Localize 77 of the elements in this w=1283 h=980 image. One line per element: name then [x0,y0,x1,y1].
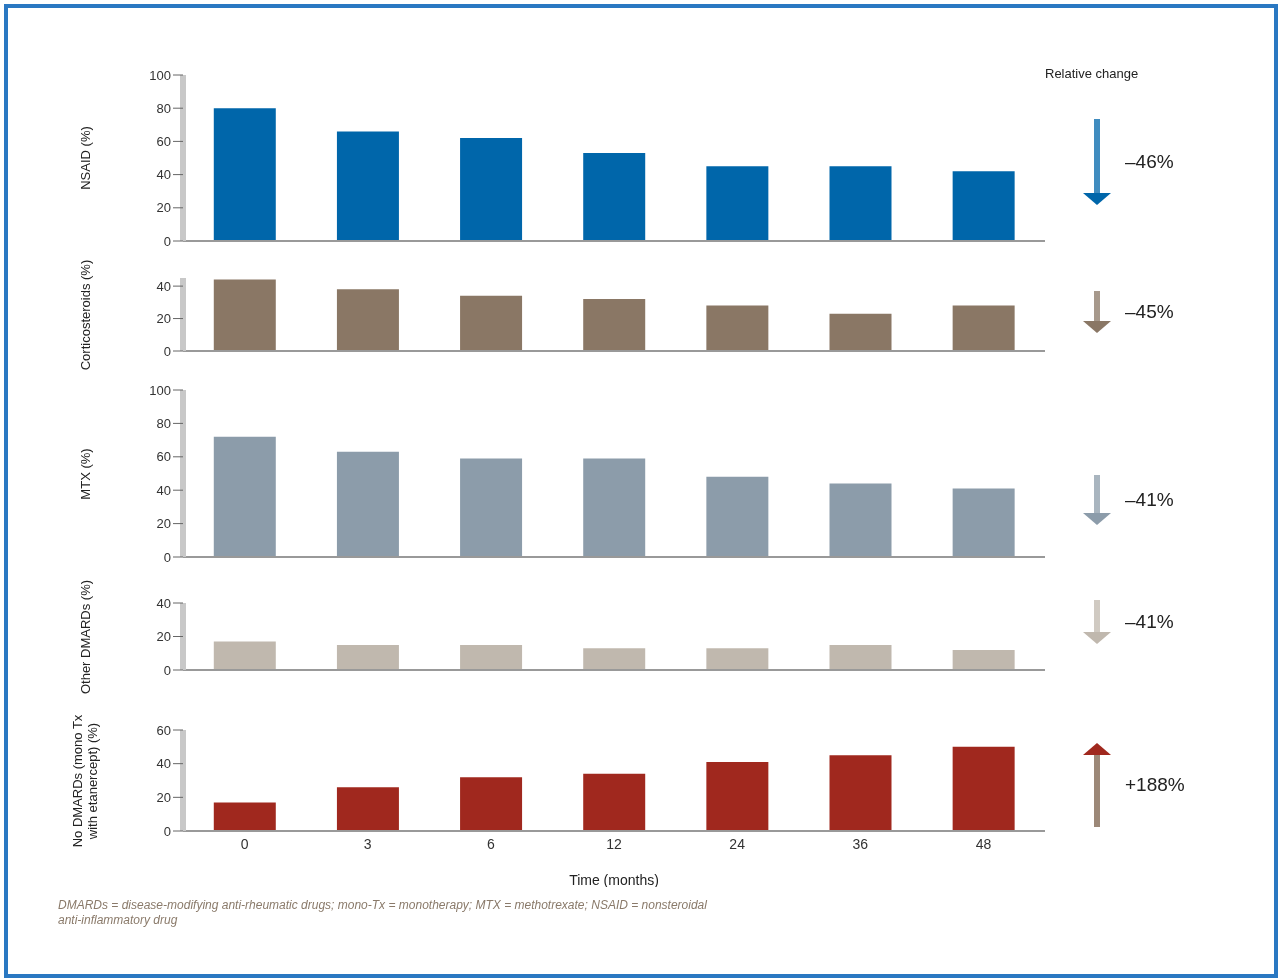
text: –41% [1125,611,1174,633]
bar [952,488,1015,557]
bar [583,299,646,351]
y-tick-label: 0 [163,823,171,839]
x-axis-title: Time (months) [569,872,659,888]
bar [952,649,1015,670]
y-tick-label: 0 [163,662,171,678]
bar [706,648,769,670]
bar [583,458,646,557]
bar [460,295,523,351]
bar [336,787,399,831]
bar [583,773,646,831]
y-tick-label: 20 [156,516,171,532]
text: +188% [1125,774,1185,796]
bar [583,153,646,241]
bar [213,279,276,351]
bar [952,171,1015,241]
bar [460,777,523,831]
y-tick-label: 20 [156,789,171,805]
y-axis-title: MTX (%) [77,447,93,500]
y-tick-label: 60 [156,134,171,150]
bar [829,755,892,831]
y-tick-label: 20 [156,629,171,645]
x-tick-label: 0 [240,835,249,852]
text: DMARDs = disease-modifying anti-rheumatic drugs; mono-Tx = monotherapy; MTX = methotrexate; NSAID = nonsteroidal anti-inflammatory drug [58,898,708,928]
bar [213,436,276,557]
bar [829,644,892,670]
bar [460,458,523,557]
y-tick-label: 20 [156,200,171,216]
bar [336,644,399,670]
bar [213,108,276,241]
x-tick-label: 36 [852,835,869,852]
bar [213,641,276,670]
bar [952,746,1015,831]
x-tick-label: 6 [486,835,495,852]
y-axis-title: No DMARDs (mono Tx with etanercept) (%) [70,713,101,847]
y-tick-label: 100 [149,67,171,83]
bar [336,451,399,557]
bar [706,476,769,557]
y-tick-label: 0 [163,343,171,359]
bar [583,648,646,670]
y-tick-label: 60 [156,722,171,738]
y-tick-label: 80 [156,416,171,432]
x-tick-label: 3 [363,835,372,852]
y-tick-label: 40 [156,756,171,772]
bar [952,305,1015,351]
y-axis-title: Other DMARDs (%) [77,579,93,694]
y-axis-title: Corticosteroids (%) [77,259,93,370]
y-tick-label: 40 [156,482,171,498]
y-tick-label: 100 [149,382,171,398]
annotation: Relative change [1045,66,1139,81]
y-tick-label: 60 [156,449,171,465]
text: –41% [1125,489,1174,511]
bar [336,289,399,351]
y-tick-label: 0 [163,549,171,565]
y-tick-label: 80 [156,100,171,116]
bar [460,644,523,670]
bar [706,166,769,241]
bar [706,305,769,351]
y-tick-label: 40 [156,278,171,294]
y-tick-label: 40 [156,167,171,183]
bar [336,131,399,241]
bar [213,802,276,831]
bar [460,138,523,241]
text: –45% [1125,301,1174,323]
text: –46% [1125,151,1174,173]
x-tick-label: 48 [975,835,992,852]
bar [829,313,892,351]
bar [829,166,892,241]
bar [829,483,892,557]
x-tick-label: 12 [606,835,622,852]
y-tick-label: 40 [156,595,171,611]
y-axis-title: NSAID (%) [77,126,93,190]
x-tick-label: 24 [729,835,746,852]
y-tick-label: 0 [163,233,171,249]
y-tick-label: 20 [156,311,171,327]
bar [706,761,769,831]
